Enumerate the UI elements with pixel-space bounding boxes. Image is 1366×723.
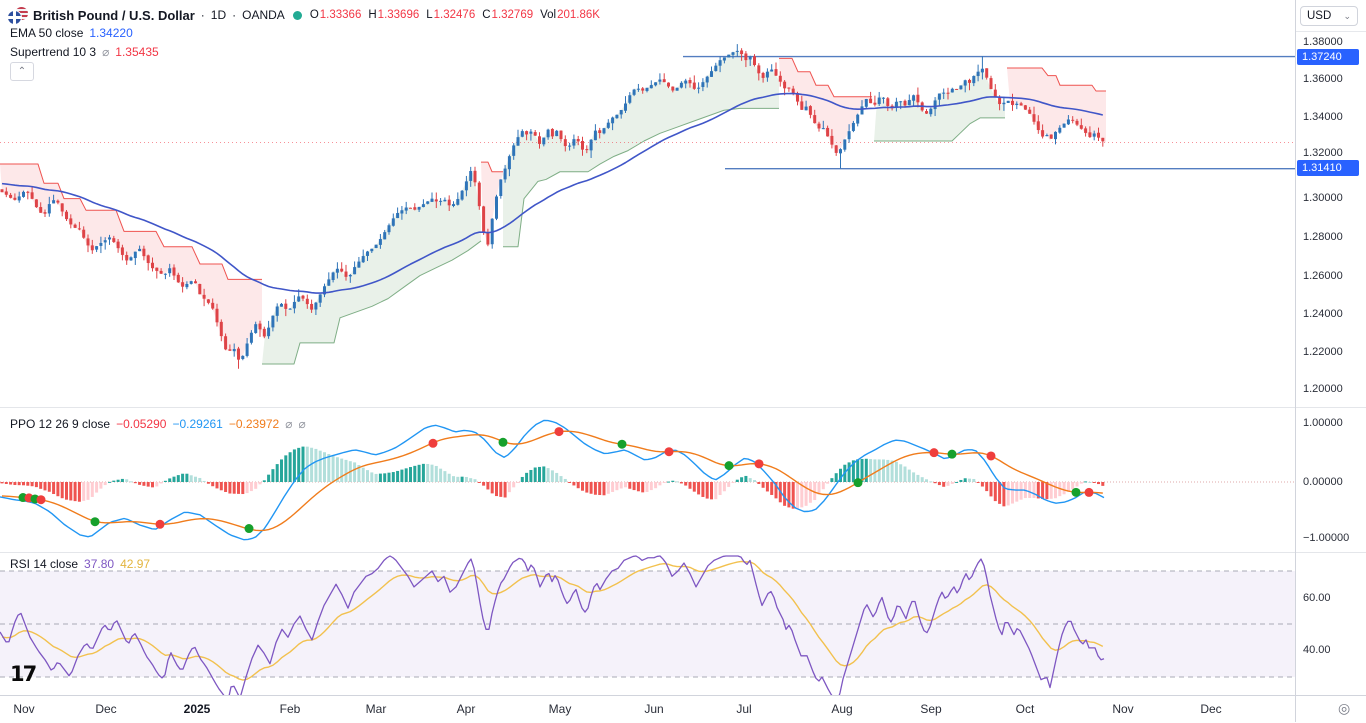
price-scale[interactable]: USD ⌄ 1.38000 1.36000 1.34000 1.32000 1.3000… <box>1295 0 1366 695</box>
sell-signal-dot <box>428 438 438 448</box>
scale-divider <box>1295 0 1296 722</box>
sell-signal-dot <box>36 495 46 505</box>
currency-unit-dropdown[interactable]: USD ⌄ <box>1300 6 1358 26</box>
price-tick-label: 1.26000 <box>1303 270 1343 282</box>
interval-label[interactable]: 1D <box>210 8 227 22</box>
empty-set-icon[interactable]: ⌀ <box>285 417 293 431</box>
buy-signal-dot <box>724 461 734 471</box>
time-tick-label: Jun <box>644 702 664 716</box>
ppo-label[interactable]: PPO 12 26 9 close <box>10 417 111 431</box>
sell-signal-dot <box>1084 487 1094 497</box>
price-tick-label: 1.24000 <box>1303 308 1343 320</box>
time-tick-label: Apr <box>456 702 476 716</box>
ppo-hist-value: −0.05290 <box>116 417 167 431</box>
price-level-label[interactable]: 1.31410 <box>1297 160 1359 176</box>
low-value: 1.32476 <box>433 9 476 21</box>
price-tick-label: 1.38000 <box>1303 36 1343 48</box>
price-tick-label: 1.30000 <box>1303 192 1343 204</box>
symbol-header: British Pound / U.S. Dollar · 1D · OANDA… <box>7 6 600 25</box>
empty-set-icon[interactable]: ⌀ <box>298 417 306 431</box>
sell-signal-dot <box>664 447 674 457</box>
price-tick-label: 1.32000 <box>1303 147 1343 159</box>
time-tick-label: Sep <box>920 702 942 716</box>
time-tick-label: Feb <box>279 702 301 716</box>
rsi-tick-label: 40.00 <box>1303 644 1331 656</box>
ppo-legend: PPO 12 26 9 close −0.05290 −0.29261 −0.2… <box>10 417 306 431</box>
sell-signal-dot <box>754 459 764 469</box>
time-tick-label: Aug <box>831 702 853 716</box>
rsi-ma-value: 42.97 <box>120 557 151 571</box>
exchange-label[interactable]: OANDA <box>242 8 285 22</box>
chevron-up-icon: ⌃ <box>17 66 27 77</box>
time-scale[interactable]: ◎ Nov Dec 2025 Feb Mar Apr May Jun Jul Aug Sep Oct N… <box>0 695 1366 723</box>
buy-signal-dot <box>617 439 627 449</box>
time-tick-label: Mar <box>365 702 387 716</box>
volume-value: 201.86K <box>557 9 600 21</box>
time-tick-label: Dec <box>1200 702 1222 716</box>
ppo-tick-label: 0.00000 <box>1303 476 1343 488</box>
collapse-legend-button[interactable]: ⌃ <box>10 62 34 81</box>
time-tick-label: 2025 <box>183 702 211 716</box>
supertrend-legend: Supertrend 10 3 ⌀ 1.35435 <box>10 45 159 59</box>
symbol-title[interactable]: British Pound / U.S. Dollar <box>33 7 195 23</box>
sell-signal-dot <box>929 448 939 458</box>
rsi-label[interactable]: RSI 14 close <box>10 557 79 571</box>
rsi-tick-label: 60.00 <box>1303 592 1331 604</box>
ppo-line-value: −0.29261 <box>172 417 223 431</box>
tradingview-logo[interactable]: 17 <box>10 662 37 686</box>
ppo-signal-value: −0.23972 <box>228 417 280 431</box>
ema-value: 1.34220 <box>89 26 133 40</box>
currency-pair-icon <box>7 6 29 25</box>
time-tick-label: Dec <box>95 702 117 716</box>
chevron-down-icon: ⌄ <box>1343 10 1351 21</box>
supertrend-value: 1.35435 <box>115 45 159 59</box>
scroll-to-realtime-icon[interactable]: ◎ <box>1338 700 1351 716</box>
sell-signal-dot <box>554 427 564 437</box>
time-tick-label: May <box>548 702 572 716</box>
sell-signal-dot <box>155 519 165 529</box>
ohlc-values: O 1.33366 H 1.33696 L 1.32476 C 1.32769 Vol 2… <box>309 9 600 21</box>
supertrend-label[interactable]: Supertrend 10 3 <box>10 45 97 59</box>
empty-set-icon[interactable]: ⌀ <box>102 45 110 59</box>
close-value: 1.32769 <box>491 9 534 21</box>
ema-legend: EMA 50 close 1.34220 <box>10 26 133 40</box>
rsi-value: 37.80 <box>84 557 115 571</box>
price-tick-label: 1.28000 <box>1303 231 1343 243</box>
currency-unit-label: USD <box>1307 10 1332 22</box>
price-tick-label: 1.20000 <box>1303 383 1343 395</box>
price-tick-label: 1.36000 <box>1303 73 1343 85</box>
pane-divider-rsi[interactable] <box>0 552 1366 553</box>
price-tick-label: 1.34000 <box>1303 111 1343 123</box>
time-tick-label: Jul <box>736 702 752 716</box>
sell-signal-dot <box>986 451 996 461</box>
market-status-icon <box>292 10 302 20</box>
ppo-tick-label: −1.00000 <box>1303 532 1350 544</box>
buy-signal-dot <box>244 524 254 534</box>
buy-signal-dot <box>90 517 100 527</box>
time-tick-label: Nov <box>13 702 35 716</box>
buy-signal-dot <box>1071 487 1081 497</box>
buy-signal-dot <box>498 437 508 447</box>
open-value: 1.33366 <box>319 9 362 21</box>
time-tick-label: Oct <box>1015 702 1035 716</box>
ema-label[interactable]: EMA 50 close <box>10 26 84 40</box>
rsi-legend: RSI 14 close 37.80 42.97 <box>10 557 150 571</box>
ppo-tick-label: 1.00000 <box>1303 417 1343 429</box>
high-value: 1.33696 <box>377 9 420 21</box>
axis-divider <box>1295 31 1366 32</box>
buy-signal-dot <box>853 478 863 488</box>
price-level-label[interactable]: 1.37240 <box>1297 49 1359 65</box>
time-tick-label: Nov <box>1112 702 1134 716</box>
pane-divider-ppo[interactable] <box>0 407 1366 408</box>
buy-signal-dot <box>947 449 957 459</box>
price-tick-label: 1.22000 <box>1303 346 1343 358</box>
